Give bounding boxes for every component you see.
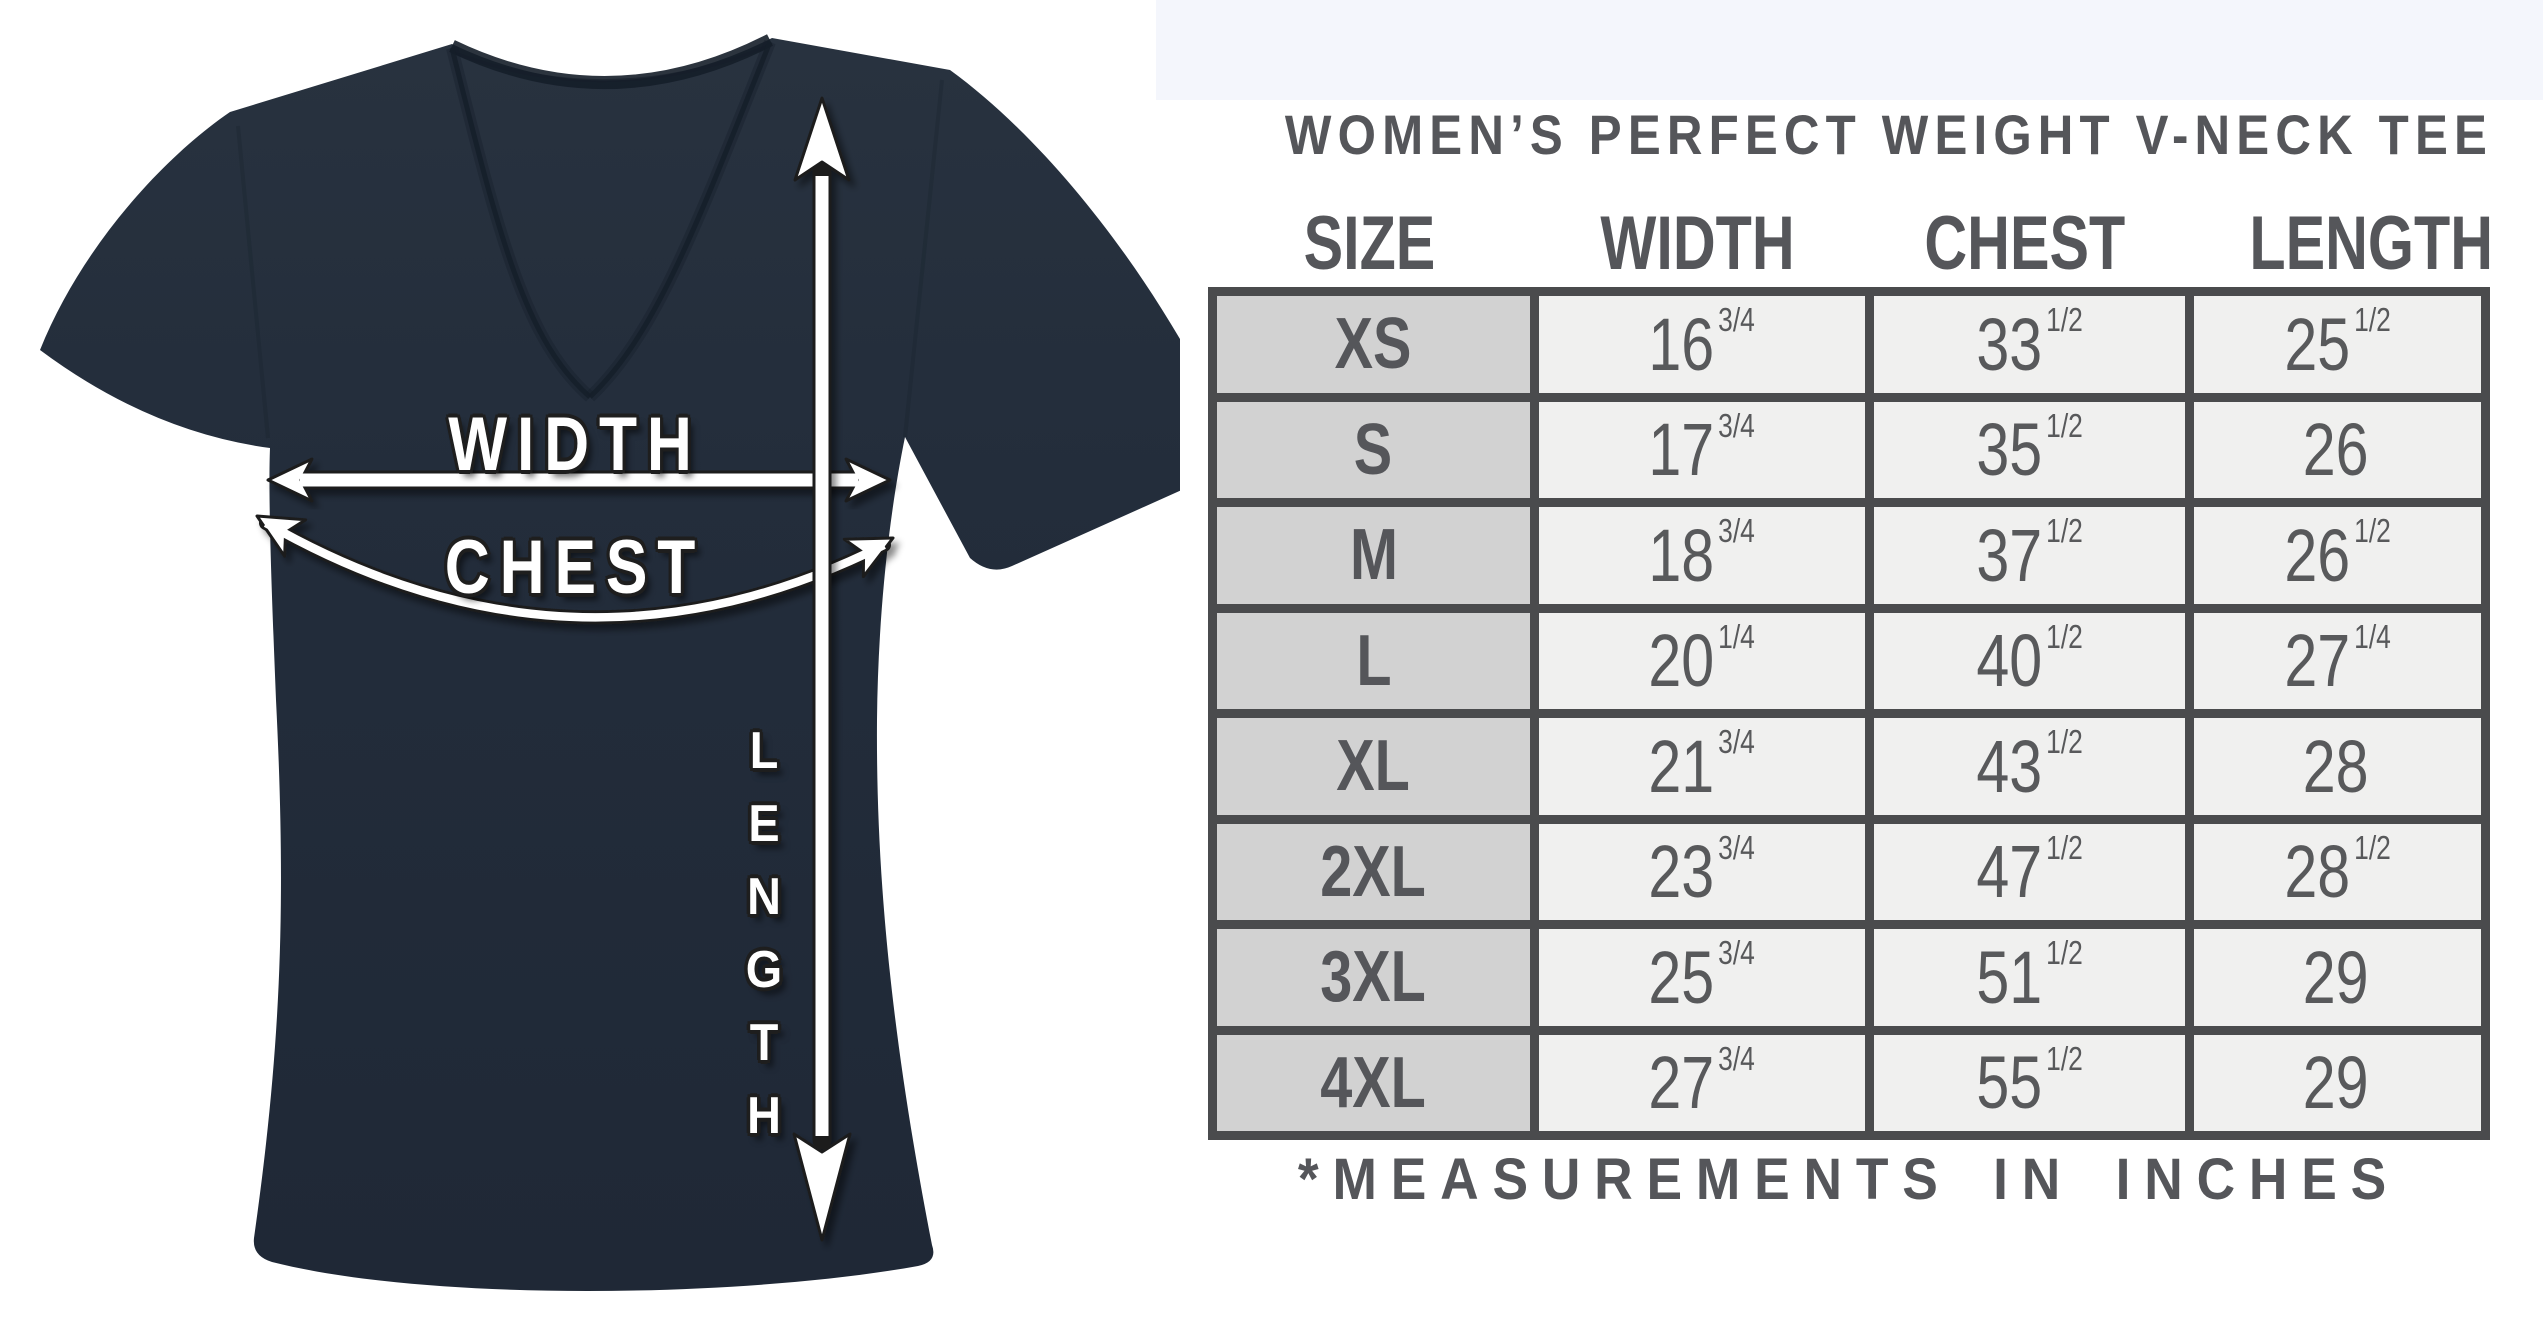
length-value-cell: 26 1/2 <box>2194 507 2481 604</box>
chest-value-cell: 55 1/2 <box>1874 1034 2185 1131</box>
chest-value-cell: 35 1/2 <box>1874 401 2185 498</box>
width-value-cell: 16 3/4 <box>1539 296 1865 393</box>
column-headers: SIZE WIDTH CHEST LENGTH <box>1208 200 2493 287</box>
size-cell: 3XL <box>1217 929 1530 1026</box>
length-value-cell: 25 1/2 <box>2194 296 2481 393</box>
size-cell: 2XL <box>1217 823 1530 920</box>
measurements-note: *MEASUREMENTS IN INCHES <box>1297 1147 2401 1212</box>
size-cell: XS <box>1217 296 1530 393</box>
chest-value-cell: 33 1/2 <box>1874 296 2185 393</box>
length-value-cell: 28 1/2 <box>2194 823 2481 920</box>
size-cell: 4XL <box>1217 1034 1530 1131</box>
top-banner-strip <box>1156 0 2543 100</box>
chest-value-cell: 51 1/2 <box>1874 929 2185 1026</box>
length-value-cell: 26 <box>2194 401 2481 498</box>
width-value-cell: 23 3/4 <box>1539 823 1865 920</box>
tshirt-illustration <box>40 34 1180 1291</box>
length-value-cell: 28 <box>2194 718 2481 815</box>
tshirt-body <box>40 38 1180 1291</box>
size-cell: M <box>1217 507 1530 604</box>
chest-arrow <box>255 514 895 625</box>
tshirt-illustration-panel: WIDTH CHEST LENGTH <box>0 0 1180 1330</box>
size-chart-panel: WOMEN’S PERFECT WEIGHT V-NECK TEE SIZE W… <box>1150 0 2543 1330</box>
col-header-length: LENGTH <box>2249 201 2494 286</box>
size-cell: S <box>1217 401 1530 498</box>
width-value-cell: 25 3/4 <box>1539 929 1865 1026</box>
chest-value-cell: 47 1/2 <box>1874 823 2185 920</box>
chest-value-cell: 43 1/2 <box>1874 718 2185 815</box>
length-value-cell: 27 1/4 <box>2194 612 2481 709</box>
chest-value-cell: 40 1/2 <box>1874 612 2185 709</box>
width-measure-label: WIDTH <box>448 402 702 487</box>
size-table: XS 16 3/4 33 1/2 25 1/2 S 17 3/4 35 1/2 26 M … <box>1208 287 2490 1140</box>
width-arrow <box>266 457 892 503</box>
col-header-width: WIDTH <box>1600 201 1795 286</box>
size-cell: XL <box>1217 718 1530 815</box>
length-measure-label: LENGTH <box>737 722 791 1160</box>
width-value-cell: 27 3/4 <box>1539 1034 1865 1131</box>
chest-measure-label: CHEST <box>444 525 706 610</box>
length-value-cell: 29 <box>2194 929 2481 1026</box>
width-value-cell: 21 3/4 <box>1539 718 1865 815</box>
page-title: WOMEN’S PERFECT WEIGHT V-NECK TEE <box>1284 103 2494 166</box>
tshirt-collar <box>236 34 944 439</box>
length-value-cell: 29 <box>2194 1034 2481 1131</box>
chest-value-cell: 37 1/2 <box>1874 507 2185 604</box>
width-value-cell: 18 3/4 <box>1539 507 1865 604</box>
width-value-cell: 17 3/4 <box>1539 401 1865 498</box>
length-arrow <box>792 96 852 1242</box>
width-value-cell: 20 1/4 <box>1539 612 1865 709</box>
size-cell: L <box>1217 612 1530 709</box>
col-header-size: SIZE <box>1303 201 1435 286</box>
col-header-chest: CHEST <box>1924 201 2126 286</box>
